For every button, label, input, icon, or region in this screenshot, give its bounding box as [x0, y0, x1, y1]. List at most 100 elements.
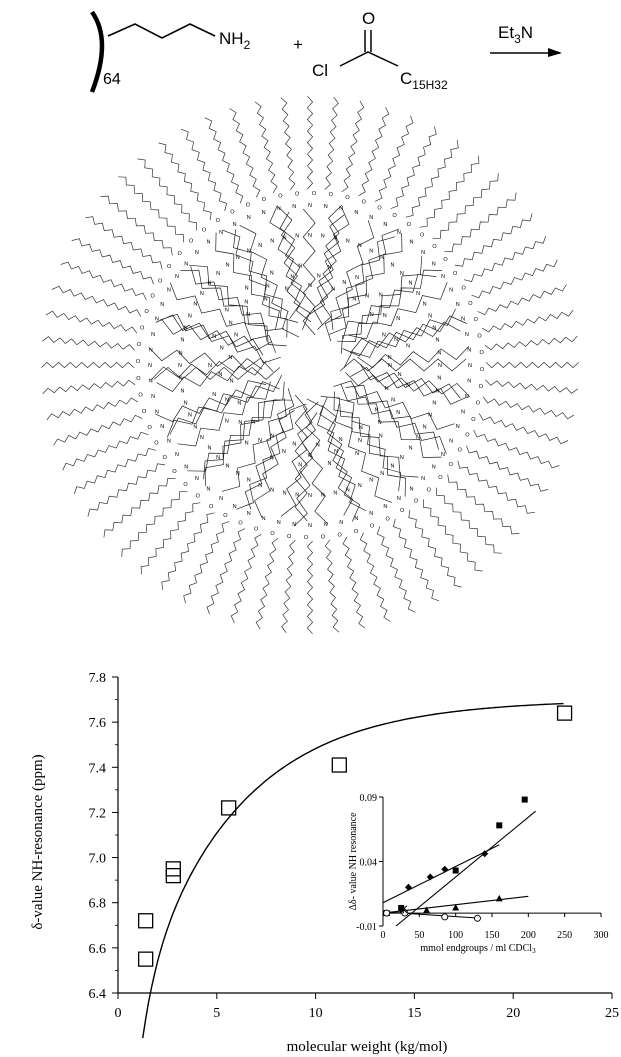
nitrogen-atom: N	[178, 363, 182, 369]
alkyl-tail	[341, 100, 365, 193]
nitrogen-atom: N	[264, 297, 268, 303]
amide-nitrogen: N	[175, 452, 179, 458]
main-y-tick-label: 6.4	[89, 987, 107, 1002]
amide-oxygen: O	[362, 200, 367, 206]
inset-data-point	[383, 909, 391, 917]
amide-nitrogen: N	[207, 239, 211, 245]
alkyl-tail	[444, 192, 517, 253]
dendrimer-branch	[161, 319, 272, 352]
amide-nitrogen: N	[167, 288, 171, 294]
amide-nitrogen: N	[247, 215, 251, 221]
amide-oxygen: O	[468, 301, 473, 307]
alkyl-tail	[73, 447, 157, 495]
amide-oxygen: O	[420, 233, 425, 239]
nitrogen-atom: N	[328, 461, 332, 467]
inset-data-point	[481, 850, 489, 858]
nitrogen-atom: N	[358, 243, 362, 249]
nitrogen-atom: N	[331, 286, 335, 292]
amide-oxygen: O	[147, 425, 152, 431]
dendrimer-branch	[269, 205, 311, 330]
amide-nitrogen: N	[195, 476, 199, 482]
amide-oxygen: O	[329, 192, 334, 198]
inset-x-tick-label: 200	[521, 930, 536, 941]
nitrogen-atom: N	[228, 355, 232, 361]
amide-nitrogen: N	[456, 302, 460, 308]
amide-nitrogen: N	[449, 438, 453, 444]
nitrogen-atom: N	[226, 263, 230, 269]
nitrogen-atom: N	[270, 434, 274, 440]
inset-fit-line	[382, 844, 500, 904]
alkyl-tail	[230, 533, 262, 624]
nitrogen-atom: N	[298, 463, 302, 469]
dendrimer-branch	[350, 321, 461, 354]
nitrogen-atom: N	[292, 442, 296, 448]
repeat-count: 64	[103, 71, 121, 88]
amide-oxygen: O	[479, 384, 484, 390]
nitrogen-atom: N	[216, 271, 220, 277]
inset-y-tick-label: -0.01	[356, 922, 377, 933]
amide-oxygen: O	[400, 508, 405, 514]
alkyl-tail	[376, 526, 416, 613]
dendrimer-branch	[166, 380, 267, 438]
amide-nitrogen: N	[149, 347, 153, 353]
nitrogen-atom: N	[391, 464, 395, 470]
main-y-tick-label: 7.2	[89, 806, 107, 821]
amide-nitrogen: N	[339, 520, 343, 526]
nitrogen-atom: N	[436, 338, 440, 344]
main-y-tick-label: 7.0	[89, 852, 107, 867]
nitrogen-atom: N	[382, 332, 386, 338]
amide-oxygen: O	[443, 257, 448, 263]
inset-data-point	[426, 873, 434, 881]
alkyl-tail	[432, 173, 499, 240]
amide-oxygen: O	[216, 218, 221, 224]
alkyl-tail	[140, 502, 201, 575]
nitrogen-atom: N	[391, 263, 395, 269]
alkyl-tail	[466, 445, 549, 492]
alkyl-tail	[121, 490, 188, 557]
inset-data-point	[474, 914, 481, 922]
amide-oxygen: O	[138, 393, 143, 399]
dendrimer-branch	[239, 224, 300, 338]
nitrogen-atom: N	[181, 338, 185, 344]
dendrimer-branch	[339, 358, 467, 372]
nitrogen-atom: N	[409, 281, 413, 287]
amide-nitrogen: N	[369, 215, 373, 221]
nitrogen-atom: N	[379, 434, 383, 440]
nitrogen-atom: N	[346, 239, 350, 245]
amide-nitrogen: N	[467, 379, 471, 385]
alkyl-tail	[280, 97, 296, 191]
inset-data-point	[452, 903, 460, 911]
core-bracket	[89, 10, 105, 93]
amide-nitrogen: N	[175, 274, 179, 280]
amide-nitrogen: N	[160, 424, 164, 430]
reagent-label: Et3N	[498, 23, 533, 46]
alkyl-tail	[53, 414, 143, 446]
inset-data-point	[521, 796, 528, 803]
dendrimer-branch	[156, 360, 267, 393]
nitrogen-atom: N	[369, 248, 373, 254]
nitrogen-atom: N	[258, 243, 262, 249]
dendrimer-branch	[348, 282, 448, 340]
nitrogen-atom: N	[317, 273, 321, 279]
alkyl-tail	[342, 536, 366, 629]
nitrogen-atom: N	[423, 302, 427, 308]
dendrimer-branch	[336, 269, 443, 342]
dendrimer-branch	[236, 403, 307, 510]
alkyl-subscript: 15H32	[412, 78, 448, 92]
amide-nitrogen: N	[184, 465, 188, 471]
acyl-bonds	[339, 51, 399, 67]
nitrogen-atom: N	[394, 337, 398, 343]
nitrogen-atom: N	[212, 392, 216, 398]
amide-oxygen: O	[183, 482, 188, 488]
amide-oxygen: O	[337, 533, 342, 539]
alkyl-tail	[281, 540, 296, 634]
amide-oxygen: O	[458, 448, 463, 454]
nitrogen-atom: N	[208, 281, 212, 287]
alkyl-tail	[180, 128, 228, 212]
amide-oxygen: O	[136, 359, 141, 365]
nitrogen-atom: N	[246, 312, 250, 318]
alkyl-tail	[62, 431, 149, 471]
alkyl-tail	[206, 528, 246, 615]
amide-nitrogen: N	[151, 394, 155, 400]
nitrogen-atom: N	[391, 397, 395, 403]
